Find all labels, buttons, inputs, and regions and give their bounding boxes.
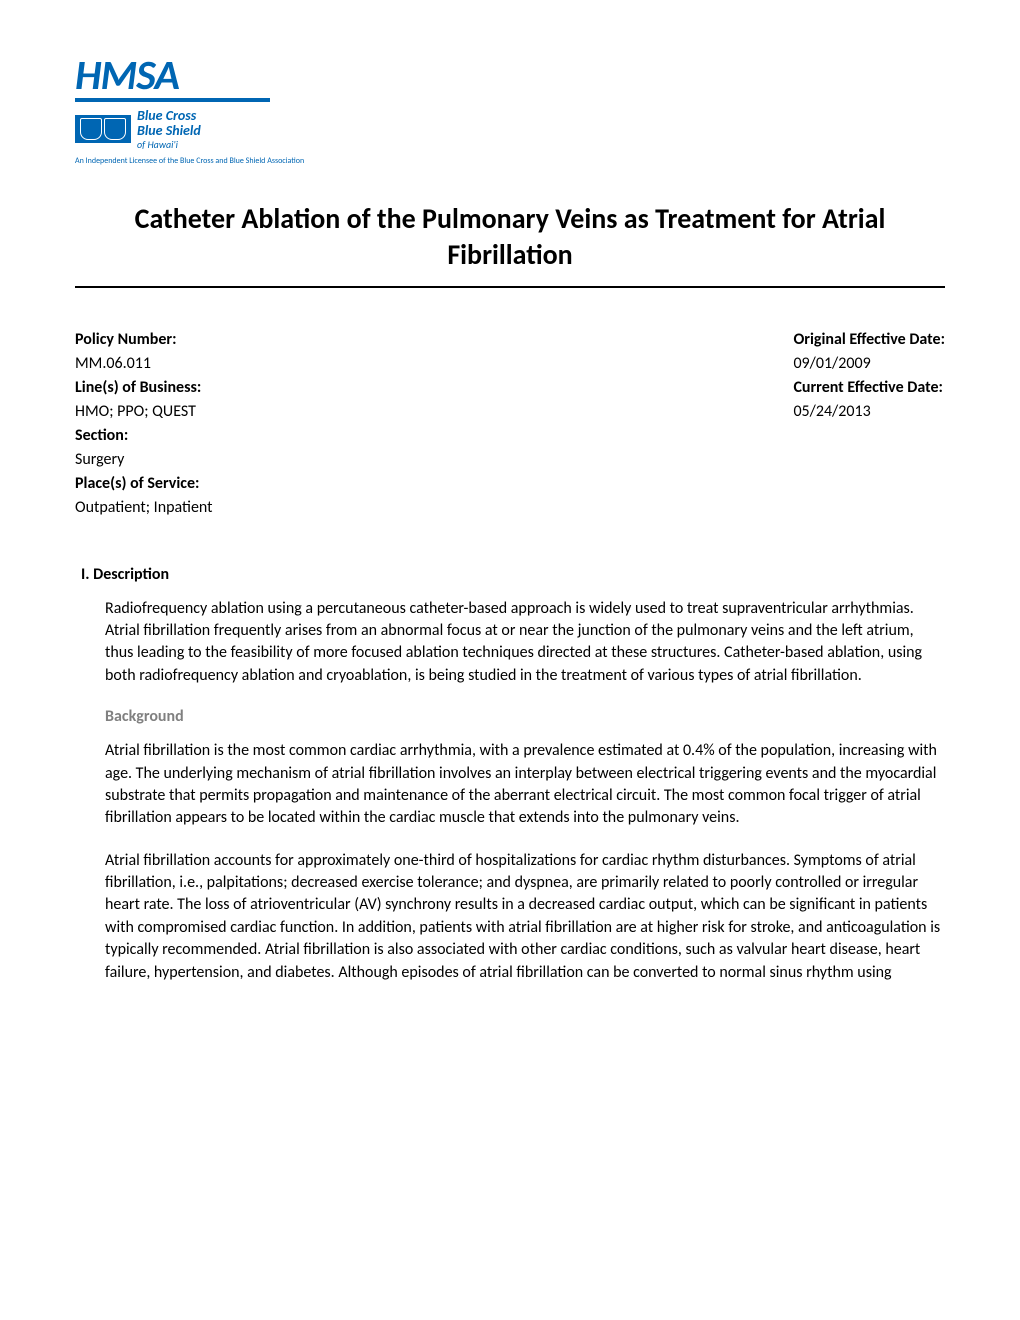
licensee-text: An Independent Licensee of the Blue Cros… <box>75 156 945 166</box>
blue-shield-icon <box>104 118 126 140</box>
bcbs-line3: of Hawai'i <box>137 139 201 150</box>
bcbs-row: Blue Cross Blue Shield of Hawai'i <box>75 108 945 150</box>
original-effective-date-label: Original Effective Date: <box>793 328 945 352</box>
lines-of-business-value: HMO; PPO; QUEST <box>75 400 213 424</box>
cross-shield-icon <box>80 118 102 140</box>
bcbs-line2: Blue Shield <box>137 123 201 138</box>
current-effective-date-label: Current Effective Date: <box>793 376 945 400</box>
policy-info-row: Policy Number: MM.06.011 Line(s) of Busi… <box>75 328 945 520</box>
section-label: Section: <box>75 424 213 448</box>
bcbs-text: Blue Cross Blue Shield of Hawai'i <box>137 108 201 150</box>
description-heading: I. Description <box>75 565 945 584</box>
original-effective-date-value: 09/01/2009 <box>793 352 945 376</box>
background-para2: Atrial fibrillation accounts for approxi… <box>75 850 945 984</box>
logo-area: HMSA Blue Cross Blue Shield of Hawai'i A… <box>75 50 945 166</box>
info-left-column: Policy Number: MM.06.011 Line(s) of Busi… <box>75 328 213 520</box>
places-of-service-value: Outpatient; Inpatient <box>75 496 213 520</box>
hmsa-brand-text: HMSA <box>75 50 945 101</box>
title-rule <box>75 286 945 288</box>
section-value: Surgery <box>75 448 213 472</box>
lines-of-business-label: Line(s) of Business: <box>75 376 213 400</box>
background-subheading: Background <box>75 707 945 726</box>
bcbs-shields-icon <box>75 115 131 143</box>
description-para1: Radiofrequency ablation using a percutan… <box>75 598 945 688</box>
policy-number-label: Policy Number: <box>75 328 213 352</box>
background-para1: Atrial fibrillation is the most common c… <box>75 740 945 830</box>
info-right-column: Original Effective Date: 09/01/2009 Curr… <box>793 328 945 520</box>
current-effective-date-value: 05/24/2013 <box>793 400 945 424</box>
policy-number-value: MM.06.011 <box>75 352 213 376</box>
bcbs-line1: Blue Cross <box>137 108 201 123</box>
places-of-service-label: Place(s) of Service: <box>75 472 213 496</box>
page-title: Catheter Ablation of the Pulmonary Veins… <box>75 201 945 274</box>
